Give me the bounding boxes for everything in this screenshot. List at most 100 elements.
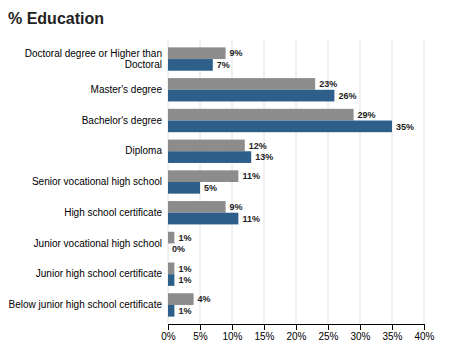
bar bbox=[168, 213, 238, 225]
tick: 25% bbox=[318, 324, 338, 342]
bar bbox=[168, 109, 354, 121]
data-label: 7% bbox=[217, 60, 230, 70]
tick-label-line: Junior high school certificate bbox=[36, 268, 163, 279]
bars bbox=[168, 47, 392, 316]
data-label: 9% bbox=[230, 202, 243, 212]
tick-mark bbox=[328, 324, 329, 330]
bar bbox=[168, 47, 226, 59]
tick-mark bbox=[392, 324, 393, 330]
tick: Bachelor's degree bbox=[82, 115, 163, 126]
bar bbox=[168, 201, 226, 213]
tick: 30% bbox=[350, 324, 370, 342]
tick-label: Diploma bbox=[125, 145, 162, 156]
tick-label: Doctoral degree or Higher thanDoctoral bbox=[25, 48, 162, 70]
title: % Education bbox=[8, 10, 104, 27]
tick-label: Junior vocational high school bbox=[34, 238, 162, 249]
data-label: 9% bbox=[230, 48, 243, 58]
tick-label: 40% bbox=[414, 331, 434, 342]
tick-label-line: Below junior high school certificate bbox=[9, 299, 163, 310]
tick-label-line: Master's degree bbox=[91, 84, 163, 95]
tick-mark bbox=[296, 324, 297, 330]
bar bbox=[168, 78, 315, 90]
tick-mark bbox=[200, 324, 201, 330]
tick: High school certificate bbox=[64, 207, 162, 218]
bar bbox=[168, 274, 174, 286]
data-label: 1% bbox=[178, 233, 191, 243]
bar bbox=[168, 305, 174, 317]
tick: Diploma bbox=[125, 145, 162, 156]
x-axis: 0% 5% 10% 15% 20% 25% 30% 35% 40% bbox=[161, 324, 434, 342]
tick-mark bbox=[360, 324, 361, 330]
tick-label: 0% bbox=[161, 331, 176, 342]
tick-label: 15% bbox=[254, 331, 274, 342]
data-label: 13% bbox=[255, 152, 273, 162]
data-label: 35% bbox=[396, 122, 414, 132]
tick-mark bbox=[168, 324, 169, 330]
tick-label-line: High school certificate bbox=[64, 207, 162, 218]
bar bbox=[168, 121, 392, 133]
axis-line bbox=[169, 325, 425, 331]
bar bbox=[168, 263, 174, 275]
tick-label: Below junior high school certificate bbox=[9, 299, 163, 310]
tick: 15% bbox=[254, 324, 274, 342]
tick: Below junior high school certificate bbox=[9, 299, 163, 310]
tick: 0% bbox=[161, 324, 176, 342]
data-label: 23% bbox=[319, 79, 337, 89]
grid-line bbox=[360, 40, 361, 324]
tick: Junior high school certificate bbox=[36, 268, 163, 279]
tick: 40% bbox=[414, 324, 434, 342]
tick: Master's degree bbox=[91, 84, 163, 95]
bar bbox=[168, 232, 174, 244]
tick-label-line: Doctoral degree or Higher than bbox=[25, 48, 162, 59]
tick-label: 20% bbox=[286, 331, 306, 342]
bar bbox=[168, 182, 200, 194]
tick-label: High school certificate bbox=[64, 207, 162, 218]
tick: Junior vocational high school bbox=[34, 238, 162, 249]
grid bbox=[168, 40, 424, 324]
plot-area: 0% 5% 10% 15% 20% 25% 30% 35% 40% Below junior hi… bbox=[9, 40, 435, 342]
tick-label: 10% bbox=[222, 331, 242, 342]
data-label: 4% bbox=[198, 294, 211, 304]
tick: 10% bbox=[222, 324, 242, 342]
data-label: 26% bbox=[338, 91, 356, 101]
tick-label: Bachelor's degree bbox=[82, 115, 163, 126]
data-label: 0% bbox=[172, 244, 185, 254]
tick: 20% bbox=[286, 324, 306, 342]
bar bbox=[168, 151, 251, 163]
tick-label: 30% bbox=[350, 331, 370, 342]
tick-mark bbox=[264, 324, 265, 330]
bar bbox=[168, 59, 213, 71]
data-label: 11% bbox=[242, 214, 260, 224]
tick: Senior vocational high school bbox=[32, 176, 162, 187]
tick-mark bbox=[424, 324, 425, 330]
tick-label: 35% bbox=[382, 331, 402, 342]
tick-label: Senior vocational high school bbox=[32, 176, 162, 187]
tick-mark bbox=[232, 324, 233, 330]
tick-label: Master's degree bbox=[91, 84, 163, 95]
bar bbox=[168, 243, 169, 255]
y-axis: Below junior high school certificate Juni… bbox=[9, 48, 163, 310]
tick-label-line: Senior vocational high school bbox=[32, 176, 162, 187]
grid-line bbox=[392, 40, 393, 324]
tick-label-line: Diploma bbox=[125, 145, 162, 156]
bar bbox=[168, 140, 245, 152]
bar bbox=[168, 170, 238, 182]
tick: Doctoral degree or Higher thanDoctoral bbox=[25, 48, 162, 70]
tick: 35% bbox=[382, 324, 402, 342]
data-label: 5% bbox=[204, 183, 217, 193]
series bbox=[168, 47, 354, 305]
tick-label: 5% bbox=[193, 331, 208, 342]
tick-label: 25% bbox=[318, 331, 338, 342]
chart: 0% 5% 10% 15% 20% 25% 30% 35% 40% Below junior hi… bbox=[0, 0, 458, 352]
data-label: 1% bbox=[178, 264, 191, 274]
tick: 5% bbox=[193, 324, 208, 342]
series bbox=[168, 59, 392, 317]
bar bbox=[168, 293, 194, 305]
grid-line bbox=[424, 40, 425, 324]
tick-label-line: Doctoral bbox=[125, 59, 162, 70]
tick-label: Junior high school certificate bbox=[36, 268, 163, 279]
data-label: 1% bbox=[178, 306, 191, 316]
data-label: 12% bbox=[249, 141, 267, 151]
bar bbox=[168, 90, 334, 102]
data-label: 1% bbox=[178, 275, 191, 285]
